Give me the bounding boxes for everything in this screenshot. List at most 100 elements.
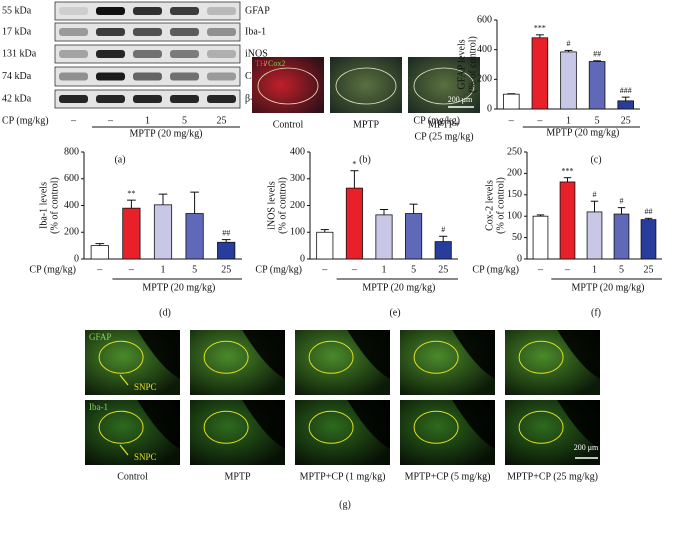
x-label: CP (mg/kg) [29, 264, 76, 275]
lane-label: 5 [182, 115, 187, 126]
bar [90, 245, 109, 260]
y-axis-label: iNOS levels [266, 181, 277, 230]
panel-label: (f) [591, 307, 601, 318]
region-outline [308, 340, 354, 374]
blot-band [133, 95, 162, 103]
panel-label: (b) [359, 154, 371, 165]
scale-label: 200 μm [574, 443, 599, 452]
caption: MPTP+ [428, 119, 460, 130]
x-tick-label: 25 [221, 264, 231, 275]
bar [560, 51, 577, 110]
y-tick-label: 0 [517, 253, 522, 264]
tissue-edge [557, 330, 600, 379]
group-label: MPTP (20 mg/kg) [546, 127, 619, 138]
y-tick-label: 200 [507, 168, 522, 179]
region-outline [518, 410, 564, 444]
region-outline [203, 410, 249, 444]
region-outline [413, 67, 475, 105]
y-tick-label: 400 [477, 44, 492, 55]
x-tick-label: 1 [566, 115, 571, 126]
blot-band [59, 7, 88, 15]
blot-band [96, 95, 125, 103]
bar [531, 37, 549, 110]
y-tick-label: 50 [512, 232, 522, 243]
bar [640, 219, 657, 260]
y-axis-label: (% of control) [467, 36, 478, 93]
kda-label: 42 kDa [2, 93, 32, 104]
sig-label: # [593, 190, 597, 199]
kda-label: 74 kDa [2, 71, 32, 82]
sig-label: # [620, 196, 624, 205]
x-tick-label: – [351, 264, 358, 275]
bar [316, 231, 334, 260]
kda-label: 55 kDa [2, 5, 32, 16]
bar [405, 213, 423, 260]
blot-band [170, 7, 199, 15]
marker-red: TH [255, 59, 266, 68]
bar [613, 213, 630, 260]
y-tick-label: 100 [290, 227, 305, 238]
y-tick-label: 0 [74, 253, 79, 264]
y-axis-label: (% of control) [49, 177, 60, 234]
x-tick-label: – [537, 264, 544, 275]
region-label: SNPC [134, 452, 157, 462]
panel-label: (d) [159, 307, 171, 318]
bar [345, 187, 363, 260]
x-tick-label: 25 [644, 264, 654, 275]
tissue-edge [137, 400, 180, 449]
x-tick-label: – [536, 115, 543, 126]
blot-band [170, 28, 199, 36]
x-tick-label: – [508, 115, 515, 126]
blot-band [170, 50, 199, 58]
caption: Control [117, 471, 148, 482]
bar [588, 61, 606, 110]
protein-label: Iba-1 [245, 26, 266, 37]
bar [122, 207, 141, 260]
sig-label: ## [645, 207, 653, 216]
row-label: GFAP [89, 332, 111, 342]
x-tick-label: 5 [411, 264, 416, 275]
x-tick-label: 1 [161, 264, 166, 275]
group-label: MPTP (20 mg/kg) [130, 128, 203, 139]
protein-label: iNOS [245, 48, 268, 59]
caption: CP (25 mg/kg) [414, 131, 473, 142]
arrow [119, 444, 129, 456]
x-tick-label: 1 [382, 264, 387, 275]
sig-label: ** [127, 189, 135, 198]
x-label: CP (mg/kg) [2, 115, 49, 126]
lane-label: – [107, 115, 114, 126]
caption: MPTP [224, 471, 251, 482]
blot-band [59, 72, 88, 81]
kda-label: 131 kDa [2, 48, 37, 59]
bar [375, 214, 393, 260]
panel-label: (g) [339, 499, 351, 510]
x-label: CP (mg/kg) [413, 115, 460, 126]
x-tick-label: – [564, 264, 571, 275]
region-outline [98, 340, 144, 374]
scale-label: 200 μm [448, 95, 473, 104]
y-tick-label: 600 [64, 173, 79, 184]
bar [153, 204, 173, 260]
tissue-edge [452, 330, 495, 379]
marker-sep: / [265, 59, 268, 68]
y-tick-label: 100 [507, 210, 522, 221]
y-axis-label: Iba-1 levels [38, 182, 49, 229]
blot-band [59, 28, 88, 36]
sig-label: *** [562, 167, 574, 176]
sig-label: ## [222, 228, 230, 237]
y-tick-label: 0 [300, 253, 305, 264]
blot-band [96, 50, 125, 58]
caption: MPTP+CP (1 mg/kg) [300, 471, 386, 482]
sig-label: # [441, 225, 445, 234]
caption: Control [273, 119, 304, 130]
tissue-edge [347, 330, 390, 379]
y-axis-label: Cox-2 levels [484, 180, 495, 231]
row-label: Iba-1 [89, 402, 108, 412]
blot-band [96, 28, 125, 36]
y-tick-label: 250 [507, 146, 522, 157]
blot-band [133, 28, 162, 36]
protein-label: GFAP [245, 5, 270, 16]
blot-band [133, 72, 162, 81]
sig-label: ## [593, 50, 601, 59]
